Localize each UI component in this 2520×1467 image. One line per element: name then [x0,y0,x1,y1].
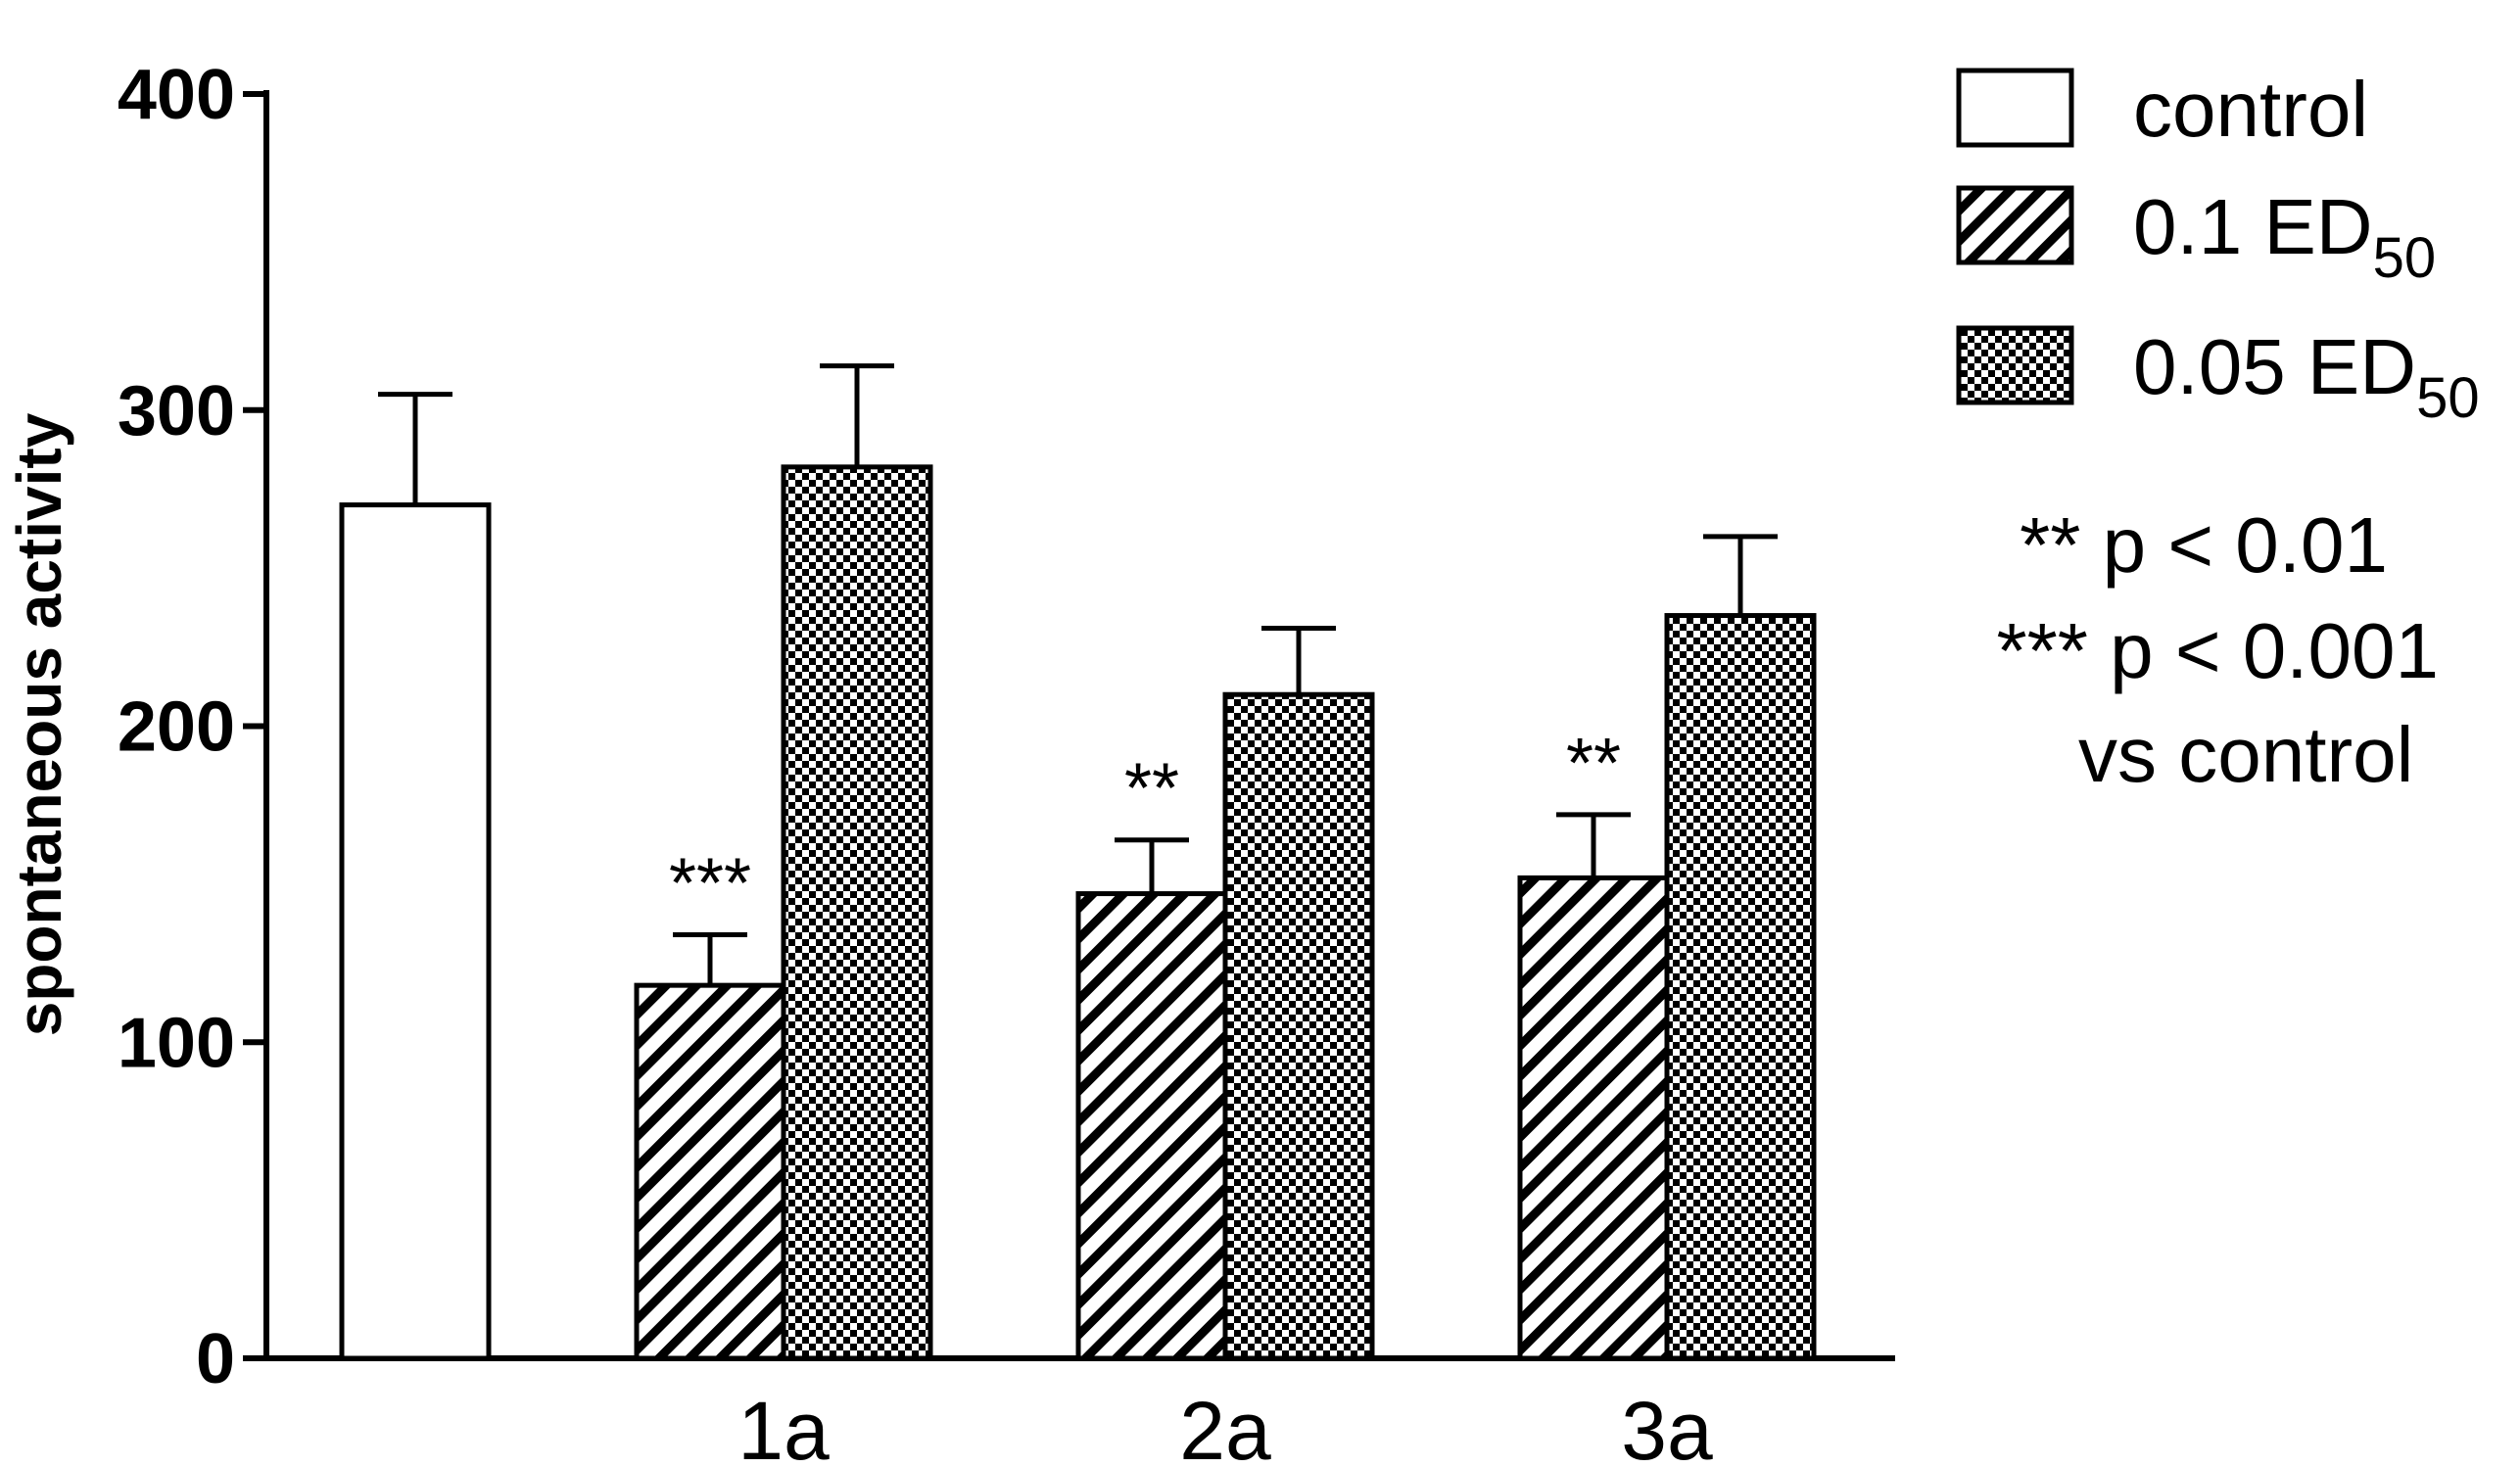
legend-swatch [1956,68,2074,148]
y-ticks: 0 100 200 300 400 [118,56,266,1398]
legend-swatch [1956,325,2074,405]
legend-swatch [1956,185,2074,265]
bar [339,502,492,1361]
legend-label: 0.1 ED50 [2133,183,2436,290]
bar [1075,891,1228,1361]
category-label: 1a [737,1385,830,1467]
significance-note: vs control [2078,711,2413,798]
category-label: 2a [1179,1385,1271,1467]
category-labels: 1a 2a 3a [737,1385,1713,1467]
bar [1222,691,1375,1361]
bar [634,982,786,1361]
legend: control 0.1 ED50 0.05 ED50 [1956,66,2480,430]
category-label: 3a [1621,1385,1713,1467]
bar [1664,613,1817,1361]
legend-subscript: 50 [2416,366,2480,430]
legend-label: control [2133,66,2368,153]
significance-marker: ** [1124,750,1179,828]
significance-note: ** p < 0.01 [2020,501,2388,589]
y-axis-label: spontaneous activity [4,412,74,1036]
bar [781,464,933,1361]
y-tick-label: 200 [118,688,235,767]
significance-notes: ** p < 0.01 *** p < 0.001 vs control [1997,501,2439,798]
significance-note: *** p < 0.001 [1997,607,2439,694]
legend-subscript: 50 [2373,226,2437,290]
significance-marker: *** [669,845,751,923]
y-tick-label: 400 [118,56,235,134]
significance-marker: ** [1566,725,1621,803]
y-tick-label: 0 [196,1320,235,1398]
bar [1517,875,1670,1361]
legend-label: 0.05 ED50 [2133,323,2480,430]
y-tick-label: 300 [118,372,235,450]
y-tick-label: 100 [118,1004,235,1082]
bars: ***** ** [339,363,1817,1361]
